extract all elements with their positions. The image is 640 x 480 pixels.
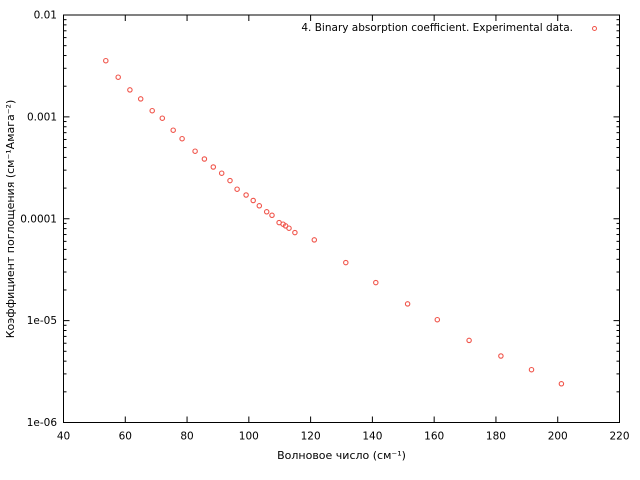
data-point <box>218 170 225 176</box>
data-point <box>179 135 185 142</box>
data-point <box>343 259 349 266</box>
data-point <box>498 353 504 359</box>
data-point <box>159 115 166 121</box>
data-point <box>227 177 233 184</box>
y-axis-title: Коэффициент поглощения (см⁻¹Амага⁻²) <box>4 99 17 339</box>
x-tick-label: 160 <box>424 431 444 443</box>
legend-label: 4. Binary absorption coefficient. Experi… <box>301 22 573 34</box>
legend: 4. Binary absorption coefficient. Experi… <box>301 22 597 34</box>
y-tick-label: 0.0001 <box>20 213 57 225</box>
y-tick-label: 1e-06 <box>27 417 58 429</box>
x-tick-label: 140 <box>362 431 382 443</box>
data-point <box>234 186 240 192</box>
data-point <box>311 237 318 243</box>
data-point <box>466 337 472 344</box>
data-point <box>256 203 263 209</box>
data-point <box>286 225 292 231</box>
data-point <box>115 74 121 80</box>
x-tick-label: 60 <box>119 431 132 443</box>
x-tick-label: 180 <box>486 431 506 443</box>
data-point <box>263 209 270 215</box>
data-point <box>149 107 155 114</box>
data-point <box>192 148 198 154</box>
y-tick-label: 1e-05 <box>27 315 57 327</box>
x-tick-label: 80 <box>180 431 193 443</box>
x-tick-label: 200 <box>548 431 568 443</box>
data-point <box>137 96 144 102</box>
data-point <box>558 381 565 387</box>
data-point <box>434 316 441 323</box>
x-tick-label: 220 <box>609 431 629 443</box>
x-tick-label: 120 <box>301 431 321 443</box>
plot-border <box>63 14 620 423</box>
data-point <box>373 279 379 286</box>
x-tick-label: 40 <box>57 431 70 443</box>
data-point <box>250 197 256 204</box>
data-point <box>404 301 411 307</box>
y-tick-label: 0.01 <box>34 10 57 22</box>
data-point <box>210 164 217 170</box>
x-axis-title: Волновое число (см⁻¹) <box>277 449 406 462</box>
data-point <box>292 229 298 236</box>
legend-point-marker-icon <box>592 25 597 31</box>
data-point <box>127 87 133 93</box>
data-point <box>201 156 208 162</box>
y-tick-label: 0.001 <box>27 111 57 123</box>
data-point <box>170 127 176 133</box>
data-point <box>269 212 275 219</box>
data-point <box>103 57 109 64</box>
data-point <box>528 366 535 373</box>
x-tick-label: 100 <box>239 431 259 443</box>
data-point <box>243 192 249 198</box>
